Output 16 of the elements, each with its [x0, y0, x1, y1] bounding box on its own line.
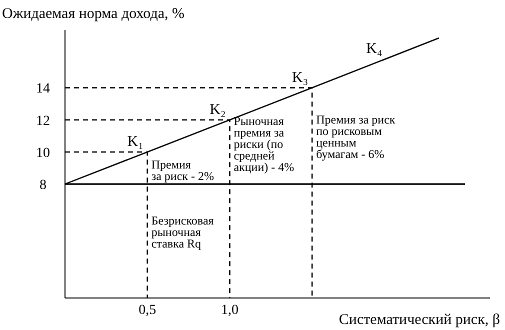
- annotation: Безрисковая рыночная ставка Rq: [151, 214, 214, 251]
- annotation: Премия за риск по рисковым ценным бумагам - 6%: [316, 112, 396, 161]
- y-axis-title: Ожидаемая норма дохода, %: [2, 6, 185, 22]
- annotation: Рыночная премия за риски (по средней акции) - 4%: [234, 114, 294, 174]
- annotation: K₂: [210, 102, 226, 118]
- y-tick-label: 14: [36, 82, 50, 97]
- x-axis-title: Систематический риск, β: [338, 312, 500, 328]
- annotation: K₄: [366, 40, 382, 57]
- annotation: K₁: [127, 134, 144, 150]
- x-tick-label: 1,0: [220, 303, 238, 318]
- y-tick-label: 8: [40, 178, 46, 193]
- x-tick-label: 0,5: [138, 303, 156, 318]
- y-tick-label: 12: [36, 114, 50, 129]
- y-tick-label: 10: [36, 146, 50, 161]
- annotation: K₃: [292, 70, 308, 86]
- annotation: Премия за риск - 2%: [151, 157, 214, 183]
